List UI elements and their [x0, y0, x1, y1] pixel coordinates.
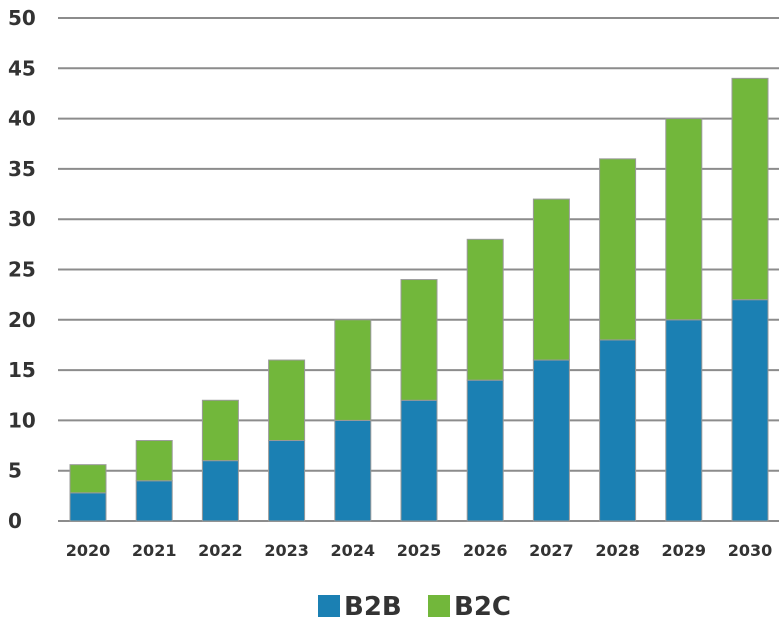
x-tick-label: 2028 — [595, 541, 640, 560]
legend-label-b2c: B2C — [454, 592, 511, 622]
y-tick-label: 35 — [8, 157, 36, 181]
x-axis-tick-labels: 2020 2021 2022 2023 2024 2025 2026 2027 2028 2029… — [66, 541, 773, 560]
y-axis-tick-labels: 0 5 10 15 20 25 30 35 40 45 50 — [8, 6, 36, 533]
x-tick-label: 2024 — [331, 541, 376, 560]
bar-b2c-2029 — [665, 118, 703, 321]
x-tick-label: 2021 — [132, 541, 177, 560]
x-tick-label: 2027 — [529, 541, 574, 560]
bar-b2c-2026 — [466, 238, 504, 381]
legend-swatch-b2c — [428, 595, 450, 617]
bar-b2b-2028 — [599, 339, 637, 522]
legend: B2B B2C — [318, 592, 511, 622]
bar-b2b-2020 — [69, 492, 107, 522]
x-tick-label: 2030 — [728, 541, 773, 560]
y-tick-label: 50 — [8, 6, 36, 30]
bar-b2b-2021 — [135, 480, 173, 522]
x-tick-label: 2029 — [662, 541, 707, 560]
bar-b2c-2028 — [599, 158, 637, 341]
y-tick-label: 10 — [8, 408, 36, 432]
legend-swatch-b2b — [318, 595, 340, 617]
x-tick-label: 2020 — [66, 541, 111, 560]
y-tick-label: 25 — [8, 258, 36, 282]
x-tick-label: 2026 — [463, 541, 508, 560]
y-tick-label: 5 — [8, 459, 22, 483]
y-tick-label: 15 — [8, 358, 36, 382]
bar-b2c-2027 — [532, 198, 570, 361]
y-tick-label: 0 — [8, 509, 22, 533]
bar-b2b-2030 — [731, 299, 769, 522]
x-tick-label: 2025 — [397, 541, 442, 560]
bar-b2c-2020 — [69, 464, 107, 494]
bar-b2b-2026 — [466, 379, 504, 522]
bar-b2c-2025 — [400, 279, 438, 401]
y-tick-label: 40 — [8, 107, 36, 131]
bar-b2b-2025 — [400, 399, 438, 522]
bar-b2c-2021 — [135, 440, 173, 482]
x-tick-label: 2023 — [264, 541, 309, 560]
bar-b2c-2023 — [268, 359, 306, 442]
bar-b2b-2029 — [665, 319, 703, 522]
bar-b2c-2024 — [334, 319, 372, 421]
bar-b2b-2023 — [268, 440, 306, 522]
bar-b2b-2022 — [201, 460, 239, 522]
x-tick-label: 2022 — [198, 541, 243, 560]
y-tick-label: 30 — [8, 207, 36, 231]
legend-label-b2b: B2B — [344, 592, 402, 622]
bars — [69, 77, 769, 522]
y-tick-label: 20 — [8, 308, 36, 332]
bar-b2b-2024 — [334, 419, 372, 522]
bar-b2c-2030 — [731, 77, 769, 301]
bar-b2c-2022 — [201, 399, 239, 462]
y-tick-label: 45 — [8, 56, 36, 80]
bar-b2b-2027 — [532, 359, 570, 522]
